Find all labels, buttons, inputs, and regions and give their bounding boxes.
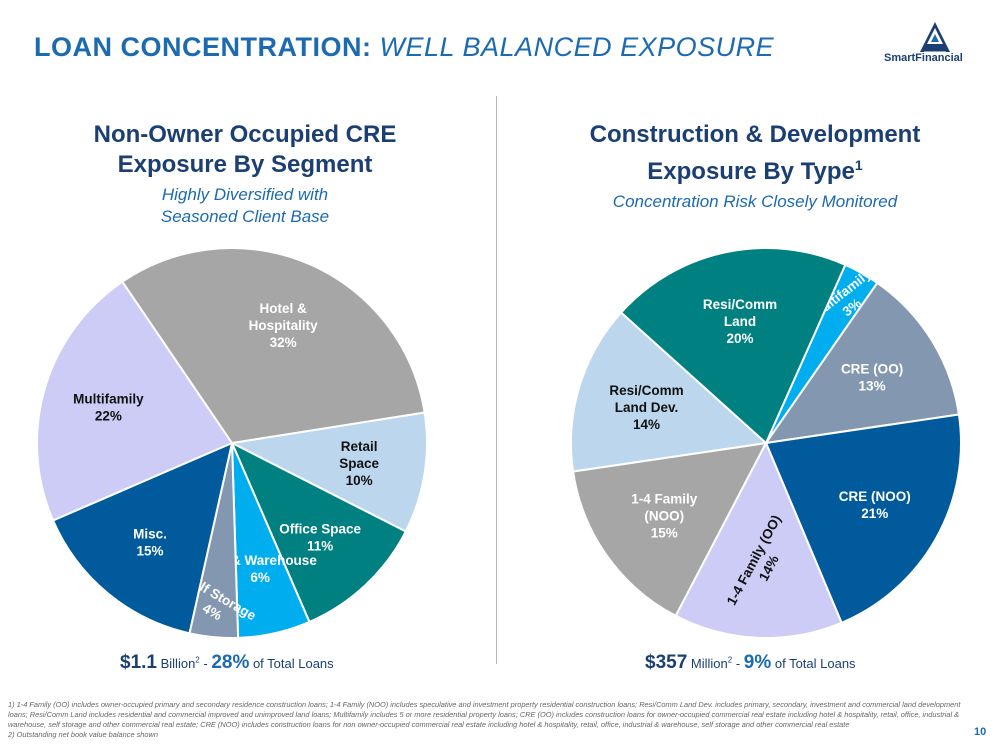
left-summary-amount: $1.1 bbox=[120, 652, 157, 673]
pie-slice-retail-space bbox=[228, 411, 428, 533]
left-summary-pct: 28% bbox=[211, 652, 250, 673]
page-number: 10 bbox=[974, 726, 987, 738]
slide-title-sub: WELL BALANCED EXPOSURE bbox=[379, 32, 775, 62]
left-summary: $1.1 Billion2 - 28% of Total Loans bbox=[120, 652, 334, 674]
right-summary: $357 Million2 - 9% of Total Loans bbox=[645, 652, 856, 674]
left-summary-suffix: of Total Loans bbox=[249, 656, 334, 671]
pie-chart-noo-cre: Retail Space 10%Office Space 11%Ind. & Ware… bbox=[36, 247, 428, 639]
smartfinancial-logo-icon bbox=[920, 22, 950, 53]
pie-label-cre-oo-: CRE (OO) 13% bbox=[841, 362, 903, 394]
footnote-2: 2) Outstanding net book value balance sh… bbox=[8, 730, 158, 739]
right-summary-pct: 9% bbox=[743, 652, 772, 673]
right-summary-unit-sup: 2 bbox=[727, 655, 733, 665]
pie-label-retail-space: Retail Space 10% bbox=[339, 439, 379, 488]
left-title-line2: Exposure By Segment bbox=[117, 151, 373, 178]
pie-label-office-space: Office Space 11% bbox=[279, 521, 361, 553]
pie-slice-misc- bbox=[51, 441, 234, 635]
right-title-line2: Exposure By Type bbox=[647, 158, 855, 185]
pie-label-resi-comm-land: Resi/Comm Land 20% bbox=[703, 297, 777, 346]
left-panel-title: Non-Owner Occupied CRE Exposure By Segme… bbox=[20, 120, 470, 180]
pie-chart-construction: Multifamily3%CRE (OO) 13%CRE (NOO) 21%1-4 … bbox=[570, 247, 962, 639]
pie-label-cre-noo-: CRE (NOO) 21% bbox=[839, 489, 911, 521]
slide-title-main: LOAN CONCENTRATION: bbox=[34, 32, 372, 62]
slide-title: LOAN CONCENTRATION: WELL BALANCED EXPOSU… bbox=[34, 32, 774, 63]
pie-slice-resi-comm-land-dev- bbox=[570, 311, 769, 473]
pie-slice-1-4-family-oo- bbox=[674, 440, 843, 639]
logo-text: SmartFinancial bbox=[884, 52, 963, 64]
pie-slice-cre-oo- bbox=[763, 281, 961, 445]
right-summary-unit: Million bbox=[690, 656, 728, 671]
right-panel-title: Construction & Development Exposure By T… bbox=[525, 120, 985, 187]
pie-label-1-4-family-noo-: 1-4 Family (NOO) 15% bbox=[631, 491, 698, 540]
pie-slice-1-4-family-noo- bbox=[571, 441, 768, 618]
left-tagline-line1: Highly Diversified with bbox=[161, 185, 329, 204]
pie-slice-cre-noo- bbox=[764, 413, 962, 625]
right-summary-suffix: of Total Loans bbox=[771, 656, 856, 671]
pie-slice-resi-comm-land bbox=[619, 247, 847, 445]
left-summary-unit-sup: 2 bbox=[195, 655, 200, 665]
right-title-footnote-ref: 1 bbox=[854, 157, 863, 173]
right-panel-tagline: Concentration Risk Closely Monitored bbox=[612, 192, 898, 211]
footnote-1: 1) 1-4 Family (OO) includes owner-occupi… bbox=[8, 700, 961, 729]
pie-label-resi-comm-land-dev-: Resi/Comm Land Dev. 14% bbox=[609, 383, 683, 432]
left-summary-sep: - bbox=[199, 656, 212, 671]
right-title-line1: Construction & Development bbox=[589, 121, 921, 148]
footnotes: 1) 1-4 Family (OO) includes owner-occupi… bbox=[8, 700, 973, 740]
pie-label-hotel-hospitality: Hotel & Hospitality 32% bbox=[249, 301, 319, 350]
right-summary-amount: $357 bbox=[645, 652, 688, 673]
left-summary-unit: Billion bbox=[160, 656, 196, 671]
left-panel-header: Non-Owner Occupied CRE Exposure By Segme… bbox=[20, 120, 470, 228]
right-panel-header: Construction & Development Exposure By T… bbox=[525, 120, 985, 213]
left-panel-tagline: Highly Diversified with Seasoned Client … bbox=[20, 184, 470, 228]
pie-slice-hotel-hospitality bbox=[121, 247, 426, 445]
pie-slice-office-space bbox=[229, 440, 408, 624]
panel-divider bbox=[496, 96, 497, 664]
left-tagline-line2: Seasoned Client Base bbox=[160, 207, 330, 226]
right-summary-sep: - bbox=[732, 656, 744, 671]
left-title-line1: Non-Owner Occupied CRE bbox=[93, 121, 397, 148]
pie-slice-multifamily bbox=[36, 280, 234, 522]
pie-label-multifamily: Multifamily 22% bbox=[73, 392, 144, 424]
pie-label-misc-: Misc. 15% bbox=[133, 527, 167, 559]
